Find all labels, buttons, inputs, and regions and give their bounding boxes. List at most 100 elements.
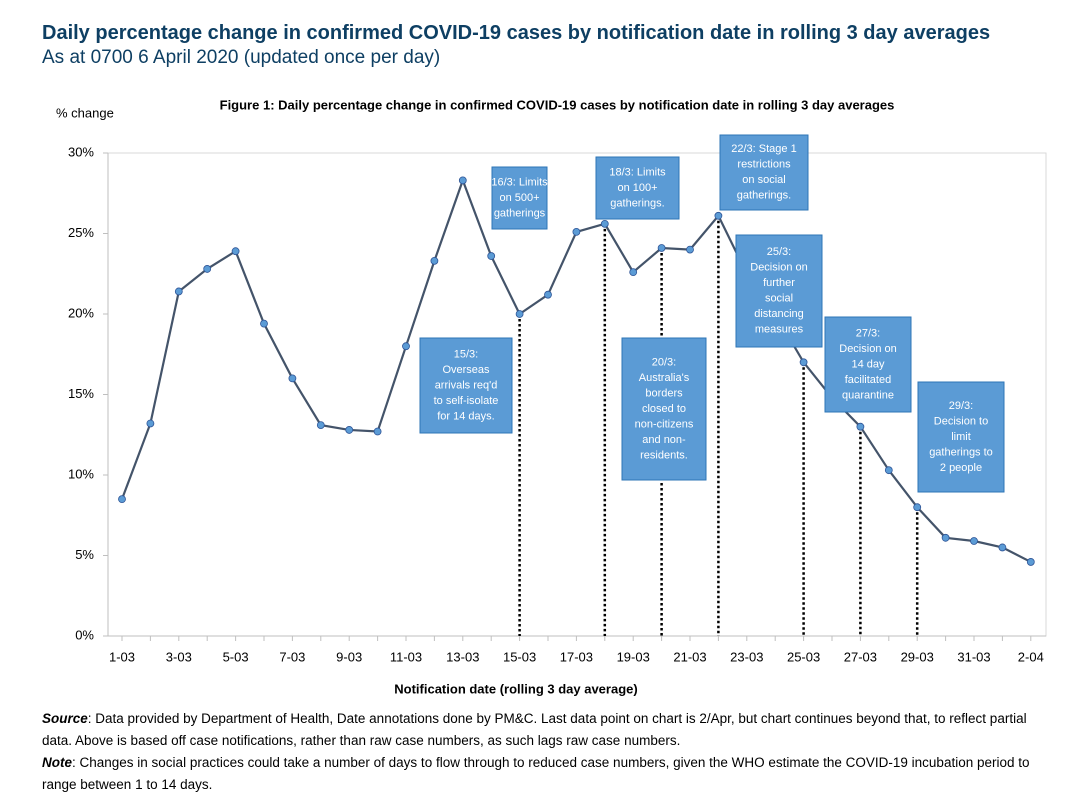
x-tick-label: 15-03 [503,649,536,664]
data-point [487,252,496,260]
data-point [373,427,382,436]
chart-title: Figure 1: Daily percentage change in con… [220,97,895,112]
annotation-text: gatherings to [929,446,993,458]
note: Note: Changes in social practices could … [42,752,1052,796]
annotation-text: distancing [754,308,804,320]
annotation-text: non-citizens [635,418,694,430]
data-point [686,245,694,254]
data-point [1026,558,1035,566]
x-tick-label: 19-03 [617,649,650,664]
annotation-text: social [765,293,793,305]
annotation-text: quarantine [842,389,894,401]
x-tick-label: 3-03 [166,649,192,664]
annotation-box [595,156,680,220]
annotation-text: arrivals req'd [435,379,498,391]
annotation-text: measures [755,324,804,336]
annotation-text: and non- [642,434,686,446]
x-tick-label: 13-03 [446,649,479,664]
data-point [345,426,354,434]
note-label: Note [42,755,72,770]
data-point [260,319,268,328]
annotation-text: 16/3: Limits [491,176,548,188]
annotation-box [719,134,809,211]
annotation-box [735,234,823,348]
data-point [970,537,978,545]
annotation-text: for 14 days. [437,410,494,422]
x-tick-label: 23-03 [730,649,763,664]
annotation-text: to self-isolate [434,395,499,407]
data-point [430,256,439,265]
x-tick-label: 9-03 [336,649,362,664]
annotation-box [621,337,707,481]
data-point [515,310,524,318]
annotation-text: 25/3: [767,246,791,258]
y-tick-label: 15% [68,386,94,401]
x-tick-label: 29-03 [901,649,934,664]
y-tick-label: 20% [68,305,94,320]
data-point [572,227,581,236]
annotation-text: limit [951,431,971,443]
note: Source: Data provided by Department of H… [42,708,1052,752]
x-tick-label: 5-03 [223,649,249,664]
data-point [118,495,126,504]
annotation-text: 29/3: [949,400,973,412]
annotation-text: Decision to [934,415,988,427]
y-tick-label: 5% [75,547,94,562]
x-tick-label: 2-04 [1018,649,1044,664]
annotation-text: gatherings. [737,190,791,202]
y-tick-label: 0% [75,627,94,642]
note-label: Source [42,711,88,726]
data-point [203,265,212,273]
data-point [657,244,666,252]
annotation-box [419,337,513,434]
notes: Source: Data provided by Department of H… [42,708,1052,796]
page-subtitle: As at 0700 6 April 2020 (updated once pe… [42,47,441,68]
data-point [288,374,297,383]
annotation-text: 27/3: [856,327,880,339]
annotation-text: further [763,277,795,289]
annotation-text: gatherings [494,207,546,219]
annotation-text: 14 day [851,358,885,370]
data-point [998,543,1007,552]
chart: Figure 1: Daily percentage change in con… [56,97,1047,696]
x-tick-label: 17-03 [560,649,593,664]
annotation-text: Australia's [639,372,690,384]
data-point [544,290,552,299]
annotation-box [917,381,1005,493]
data-point [629,268,638,277]
annotation-text: on 100+ [617,182,657,194]
annotation-text: 18/3: Limits [609,166,666,178]
annotation-text: facilitated [845,374,891,386]
x-axis-label: Notification date (rolling 3 day average… [394,681,637,696]
annotation-box [491,166,548,230]
data-point [316,421,325,429]
data-point [884,466,893,475]
data-point [174,287,183,296]
y-tick-label: 30% [68,144,94,159]
x-tick-label: 27-03 [844,649,877,664]
annotation-text: restrictions [737,159,791,171]
annotation-text: Decision on [750,262,807,274]
x-tick-label: 31-03 [957,649,990,664]
note-text: : Changes in social practices could take… [42,755,1030,792]
annotation-text: borders [645,387,683,399]
annotation-text: Decision on [839,343,896,355]
annotation-text: on 500+ [499,192,539,204]
annotation-text: Overseas [442,364,490,376]
annotation-text: 22/3: Stage 1 [731,143,796,155]
data-point [600,219,609,228]
header: Daily percentage change in confirmed COV… [42,22,990,69]
data-point [402,342,410,351]
data-point [231,247,240,256]
annotation-text: 2 people [940,462,982,474]
x-tick-label: 21-03 [673,649,706,664]
data-point [458,176,467,185]
annotation-text: closed to [642,403,686,415]
x-tick-label: 11-03 [390,649,422,664]
annotation-text: 15/3: [454,348,478,360]
page-title: Daily percentage change in confirmed COV… [42,22,991,44]
data-point [913,503,922,512]
x-tick-label: 7-03 [279,649,305,664]
data-point [714,211,723,220]
